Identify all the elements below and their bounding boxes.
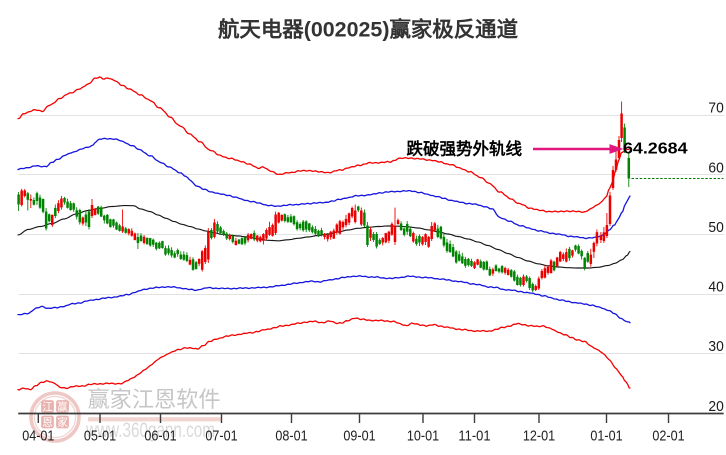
- svg-text:赢家江恩软件: 赢家江恩软件: [88, 387, 221, 412]
- svg-text:航天电器(002025)赢家极反通道: 航天电器(002025)赢家极反通道: [218, 18, 518, 42]
- svg-text:02-01: 02-01: [652, 428, 684, 445]
- svg-text:06-01: 06-01: [144, 428, 176, 445]
- svg-text:恩: 恩: [42, 417, 53, 429]
- svg-text:20: 20: [708, 398, 723, 415]
- svg-text:05-01: 05-01: [84, 428, 116, 445]
- svg-text:跌破强势外轨线: 跌破强势外轨线: [407, 139, 523, 159]
- svg-text:30: 30: [708, 338, 723, 355]
- svg-text:40: 40: [708, 279, 723, 296]
- svg-text:64.2684: 64.2684: [623, 141, 688, 158]
- svg-text:www.360gann.com: www.360gann.com: [85, 419, 215, 442]
- svg-text:10-01: 10-01: [407, 428, 439, 445]
- svg-text:江: 江: [42, 401, 53, 413]
- svg-text:12-01: 12-01: [523, 428, 555, 445]
- svg-text:07-01: 07-01: [205, 428, 237, 445]
- svg-text:04-01: 04-01: [22, 428, 54, 445]
- svg-text:家: 家: [57, 416, 68, 429]
- svg-text:09-01: 09-01: [343, 428, 375, 445]
- svg-text:08-01: 08-01: [275, 428, 307, 445]
- svg-text:50: 50: [708, 219, 723, 236]
- svg-text:11-01: 11-01: [458, 428, 490, 445]
- svg-text:赢: 赢: [57, 400, 68, 413]
- svg-text:01-01: 01-01: [590, 428, 622, 445]
- svg-text:70: 70: [708, 100, 723, 117]
- svg-text:60: 60: [708, 159, 723, 176]
